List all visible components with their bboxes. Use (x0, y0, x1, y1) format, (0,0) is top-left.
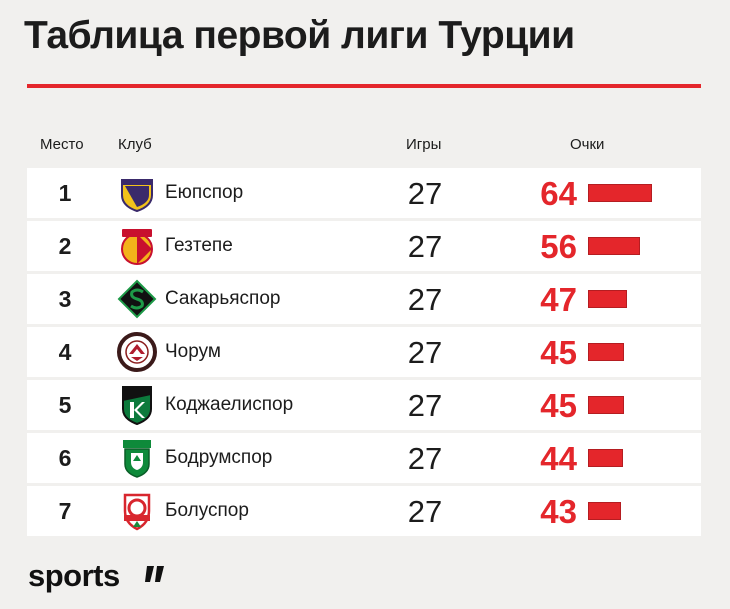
goztepe-logo-icon (121, 229, 153, 265)
row-points: 45 (540, 334, 577, 371)
row-games: 27 (407, 282, 443, 317)
row-club: Коджаелиспор (165, 394, 294, 415)
row-place: 5 (58, 392, 72, 418)
points-bar (588, 502, 621, 520)
row-place: 4 (58, 339, 72, 365)
brand-mark-icon (145, 566, 164, 582)
eyupspor-logo-icon (121, 179, 153, 213)
row-games: 27 (407, 494, 443, 529)
row-points: 45 (540, 387, 577, 424)
row-games: 27 (407, 388, 443, 423)
row-club: Бодрумспор (165, 447, 273, 468)
row-place: 7 (58, 498, 72, 524)
table-row: 3 Сакарьяспор 27 47 (27, 274, 701, 324)
row-points: 64 (540, 175, 577, 212)
boluspor-logo-icon (123, 493, 151, 531)
row-games: 27 (407, 335, 443, 370)
points-bar (588, 396, 624, 414)
row-place: 1 (58, 180, 72, 206)
points-bar (588, 237, 640, 255)
row-points: 56 (540, 228, 577, 265)
points-bar (588, 449, 623, 467)
row-place: 3 (58, 286, 72, 312)
header-points: Очки (570, 136, 605, 153)
table-row: 5 Коджаелиспор 27 45 (27, 380, 701, 430)
page-title: Таблица первой лиги Турции (24, 14, 575, 57)
row-club: Сакарьяспор (165, 288, 281, 309)
corum-logo-icon (117, 332, 157, 372)
row-points: 47 (540, 281, 577, 318)
standings-table: 1 Еюпспор 27 64 2 Гезтепе 27 56 3 Сакарь… (27, 168, 701, 539)
table-row: 6 Бодрумспор 27 44 (27, 433, 701, 483)
row-games: 27 (407, 176, 443, 211)
points-bar (588, 343, 624, 361)
row-club: Чорум (165, 341, 221, 362)
table-row: 4 Чорум 27 45 (27, 327, 701, 377)
points-bar (588, 184, 652, 202)
row-place: 6 (58, 445, 72, 471)
brand-logo: sports (28, 558, 120, 593)
row-club: Еюпспор (165, 182, 244, 203)
kocaelispor-logo-icon (122, 386, 152, 425)
row-points: 44 (540, 440, 577, 477)
sakaryaspor-logo-icon (117, 279, 157, 319)
header-club: Клуб (118, 136, 152, 153)
row-club: Гезтепе (165, 235, 233, 256)
header-place: Место (40, 136, 84, 153)
table-row: 1 Еюпспор 27 64 (27, 168, 701, 218)
row-points: 43 (540, 493, 577, 530)
header-games: Игры (406, 136, 442, 153)
row-club: Болуспор (165, 500, 249, 521)
title-underline (27, 84, 701, 88)
row-games: 27 (407, 229, 443, 264)
row-place: 2 (58, 233, 72, 259)
row-games: 27 (407, 441, 443, 476)
points-bar (588, 290, 627, 308)
bodrumspor-logo-icon (123, 440, 151, 478)
table-row: 2 Гезтепе 27 56 (27, 221, 701, 271)
table-row: 7 Болуспор 27 43 (27, 486, 701, 536)
